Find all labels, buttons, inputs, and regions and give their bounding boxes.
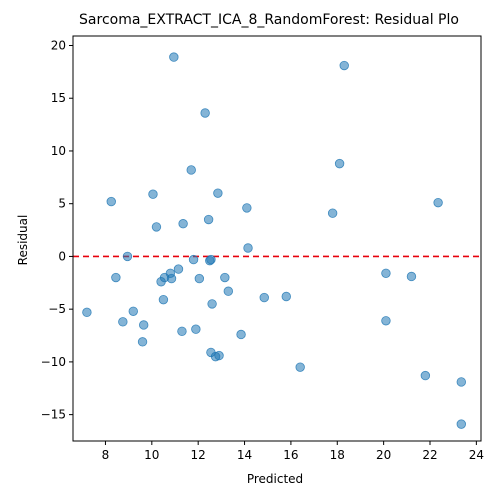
scatter-point: [177, 326, 187, 337]
scatter-point: [381, 268, 391, 279]
chart-title: Sarcoma_EXTRACT_ICA_8_RandomForest: Resi…: [79, 12, 459, 28]
y-tick-label: 10: [51, 144, 66, 158]
scatter-point: [433, 197, 443, 208]
scatter-point: [420, 370, 431, 381]
scatter-point: [456, 377, 466, 387]
x-axis-label: Predicted: [247, 472, 303, 486]
scatter-point: [243, 243, 253, 253]
scatter-point: [122, 251, 133, 262]
scatter-point: [406, 271, 417, 282]
x-tick-label: 8: [102, 448, 110, 462]
scatter-point: [106, 196, 116, 207]
scatter-point: [151, 222, 162, 232]
scatter-point: [191, 324, 201, 334]
scatter-point: [128, 306, 138, 316]
scatter-point: [186, 165, 196, 175]
scatter-point: [223, 286, 234, 296]
y-tick-label: 20: [51, 38, 66, 52]
x-tick-label: 18: [330, 448, 345, 462]
scatter-point: [173, 264, 184, 274]
scatter-point: [118, 317, 128, 327]
x-tick-label: 20: [376, 448, 391, 462]
y-axis-label: Residual: [16, 215, 30, 266]
scatter-point: [236, 329, 246, 340]
y-tick-label: −10: [41, 355, 66, 369]
plot-frame: [72, 35, 482, 442]
scatter-point: [178, 219, 188, 229]
scatter-point: [214, 350, 224, 361]
scatter-point: [456, 419, 466, 429]
plot-area: 8 10 12 14 16 18 20 22 24 −15 −10 −5 0 5 10 15 20: [41, 35, 484, 462]
scatter-point: [111, 272, 121, 283]
x-tick-label: 22: [422, 448, 437, 462]
scatter-point: [203, 214, 214, 225]
scatter-point: [200, 108, 210, 118]
scatter-point: [169, 52, 179, 62]
y-tick-label: 0: [58, 249, 66, 263]
scatter-point: [213, 188, 223, 198]
scatter-point: [207, 299, 217, 309]
x-tick-label: 10: [144, 448, 159, 462]
scatter-point: [339, 60, 349, 71]
x-tick-label: 12: [191, 448, 206, 462]
scatter-point: [148, 189, 158, 199]
scatter-point: [158, 294, 169, 305]
scatter-point: [139, 320, 149, 330]
scatter-point: [381, 316, 391, 326]
scatter-point: [327, 208, 338, 218]
scatter-point: [220, 272, 230, 283]
scatter-point: [82, 307, 92, 318]
y-tick-label: −15: [41, 408, 66, 422]
scatter-point: [194, 273, 205, 284]
scatter-point: [281, 291, 291, 302]
y-tick-label: 15: [51, 91, 66, 105]
scatter-point: [188, 254, 199, 265]
scatter-point: [295, 362, 305, 372]
scatter-point: [137, 337, 148, 347]
x-tick-label: 24: [469, 448, 484, 462]
x-tick-label: 16: [283, 448, 298, 462]
y-tick-label: 5: [58, 197, 66, 211]
y-tick-label: −5: [48, 302, 66, 316]
scatter-point: [334, 158, 345, 169]
scatter-point: [206, 254, 216, 265]
scatter-point: [242, 203, 252, 213]
scatter-point: [166, 273, 177, 284]
scatter-point: [259, 292, 269, 303]
x-tick-label: 14: [237, 448, 252, 462]
